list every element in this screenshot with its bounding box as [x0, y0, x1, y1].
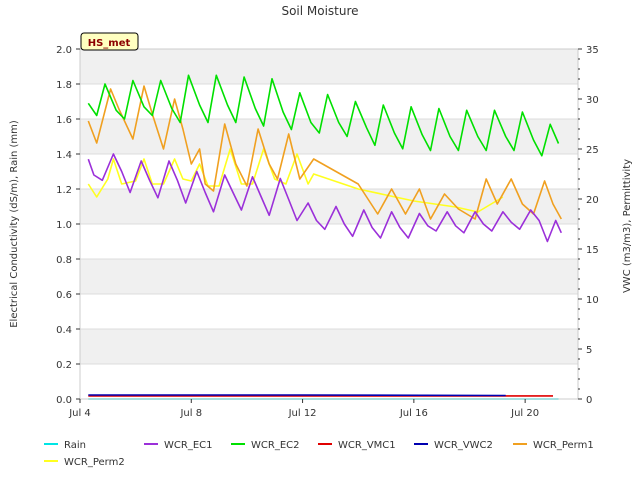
left-axis-label: Electrical Conductivity (dS/m), Rain (mm… — [9, 120, 20, 328]
right-axis: 0 5 10 15 20 25 30 35 — [578, 45, 599, 406]
right-axis-label: VWC (m3/m3), Permittivity — [622, 159, 633, 293]
left-tick-label: 0.4 — [56, 325, 72, 336]
series-wcr-ec1 — [87, 153, 563, 243]
plot-band — [80, 329, 578, 364]
left-tick-label: 0.6 — [56, 290, 72, 301]
left-tick-label: 1.0 — [56, 220, 72, 231]
series-wcr-ec2 — [87, 74, 560, 157]
series-wcr-perm2 — [87, 148, 504, 213]
series-wcr-vwc2 — [88, 394, 506, 397]
right-tick-label: 15 — [586, 245, 599, 256]
legend-label: WCR_EC2 — [251, 440, 299, 451]
legend-label: WCR_EC1 — [164, 440, 212, 451]
right-tick-label: 5 — [586, 345, 592, 356]
x-tick-label: Jul 20 — [510, 408, 539, 419]
plot-band — [80, 259, 578, 294]
station-badge: HS_met — [80, 32, 139, 51]
plot-bands — [80, 49, 578, 364]
right-tick-label: 30 — [586, 95, 599, 106]
left-tick-label: 2.0 — [56, 45, 72, 56]
right-tick-label: 0 — [586, 395, 592, 406]
plot-band — [80, 49, 578, 84]
gridlines — [80, 48, 578, 400]
x-axis: Jul 4 Jul 8 Jul 12 Jul 16 Jul 20 — [68, 399, 539, 419]
legend: Rain WCR_EC1 WCR_EC2 WCR_VMC1 WCR_VWC2 WCR_Pe… — [44, 440, 594, 468]
x-tick-label: Jul 12 — [288, 408, 317, 419]
legend-label: WCR_Perm2 — [64, 457, 125, 468]
left-tick-label: 0.0 — [56, 395, 72, 406]
chart-title: Soil Moisture — [281, 4, 358, 18]
left-tick-label: 1.4 — [56, 150, 72, 161]
x-tick-label: Jul 16 — [399, 408, 428, 419]
plot-band — [80, 119, 578, 154]
left-tick-label: 0.2 — [56, 360, 72, 371]
right-tick-label: 25 — [586, 145, 599, 156]
left-tick-label: 1.2 — [56, 185, 72, 196]
legend-label: WCR_VMC1 — [338, 440, 396, 451]
plot-band — [80, 189, 578, 224]
series-wcr-perm1 — [87, 85, 562, 220]
right-tick-label: 10 — [586, 295, 599, 306]
left-tick-label: 0.8 — [56, 255, 72, 266]
x-tick-label: Jul 8 — [179, 408, 202, 419]
left-tick-label: 1.8 — [56, 80, 72, 91]
right-tick-label: 35 — [586, 45, 599, 56]
left-tick-label: 1.6 — [56, 115, 72, 126]
station-badge-label: HS_met — [88, 38, 131, 49]
legend-label: WCR_Perm1 — [533, 440, 594, 451]
legend-label: Rain — [64, 440, 86, 451]
x-tick-label: Jul 4 — [68, 408, 91, 419]
right-tick-label: 20 — [586, 195, 599, 206]
legend-label: WCR_VWC2 — [434, 440, 493, 451]
left-axis: 0.0 0.2 0.4 0.6 0.8 1.0 1.2 1.4 1.6 1.8 2.0 — [56, 45, 80, 406]
